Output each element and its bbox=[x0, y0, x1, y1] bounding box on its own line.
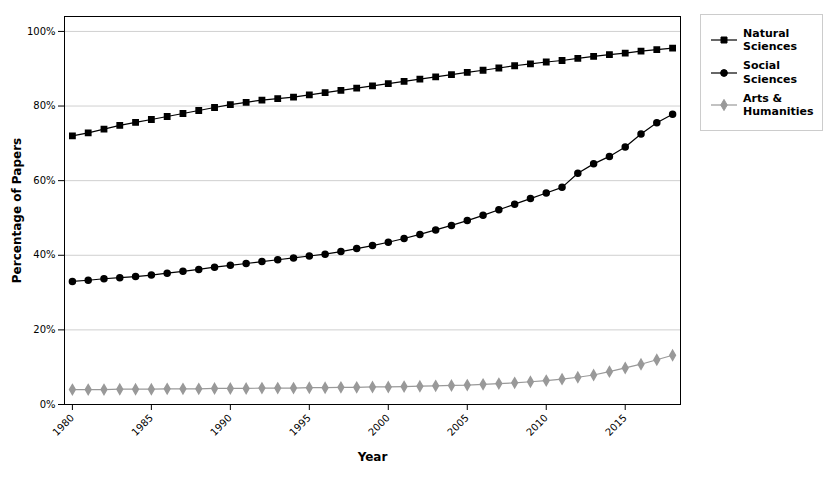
svg-text:2005: 2005 bbox=[445, 412, 471, 438]
svg-text:Percentage of Papers: Percentage of Papers bbox=[10, 138, 24, 283]
svg-text:1985: 1985 bbox=[129, 412, 155, 438]
svg-text:1990: 1990 bbox=[208, 412, 234, 438]
svg-text:1980: 1980 bbox=[50, 412, 76, 438]
svg-text:2010: 2010 bbox=[524, 412, 550, 438]
svg-text:2015: 2015 bbox=[603, 412, 629, 438]
html-text:Arts & Humanities: Arts & Humanities bbox=[743, 91, 814, 118]
svg-text:1995: 1995 bbox=[287, 412, 313, 438]
html-text:Social Sciences: Social Sciences bbox=[743, 59, 797, 86]
svg-text:Year: Year bbox=[357, 450, 388, 464]
svg-text:60%: 60% bbox=[33, 175, 55, 186]
html-text:Natural Sciences: Natural Sciences bbox=[743, 27, 797, 54]
svg-text:100%: 100% bbox=[27, 26, 56, 37]
svg-text:2000: 2000 bbox=[366, 412, 392, 438]
svg-text:20%: 20% bbox=[33, 324, 55, 335]
svg-text:40%: 40% bbox=[33, 249, 55, 260]
svg-text:0%: 0% bbox=[40, 399, 56, 410]
svg-text:80%: 80% bbox=[33, 100, 55, 111]
